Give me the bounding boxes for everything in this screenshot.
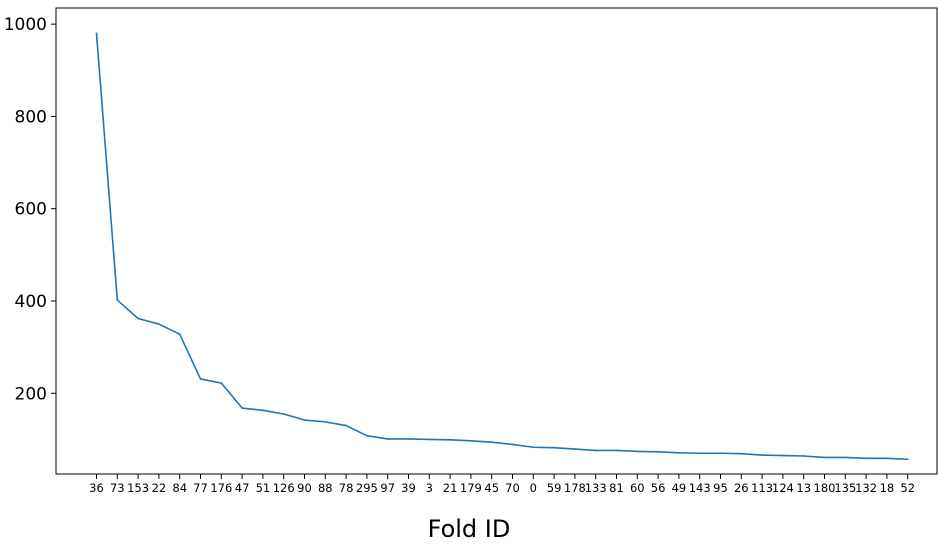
data-point [657, 450, 659, 453]
data-point [698, 452, 701, 455]
x-tick-label: 77 [193, 481, 208, 495]
x-tick-label: 143 [689, 481, 711, 495]
y-tick-label: 200 [15, 384, 47, 404]
data-point [719, 452, 722, 455]
x-tick-label: 18 [880, 481, 895, 495]
x-tick-label: 70 [505, 481, 520, 495]
data-point [490, 441, 493, 444]
x-tick-label: 52 [900, 481, 915, 495]
data-point [678, 451, 680, 454]
x-tick-label: 78 [339, 481, 354, 495]
data-point [282, 413, 285, 415]
x-tick-label: 153 [127, 481, 149, 495]
data-point [199, 378, 202, 380]
y-tick-label: 800 [15, 107, 47, 127]
x-tick-label: 39 [401, 481, 416, 495]
data-point [137, 317, 140, 320]
series-line [95, 33, 908, 461]
data-point [116, 299, 119, 301]
data-point [241, 407, 244, 409]
x-tick-label: 124 [772, 481, 794, 495]
data-point [428, 438, 431, 441]
x-tick-label: 21 [443, 481, 458, 495]
data-point [386, 438, 389, 440]
x-tick-label: 0 [530, 481, 537, 495]
data-point [615, 449, 618, 452]
x-axis-label: Fold ID [427, 515, 511, 543]
x-tick-label: 178 [564, 481, 586, 495]
x-tick-label: 84 [172, 481, 187, 495]
x-tick-label: 56 [651, 481, 666, 495]
x-tick-label: 132 [855, 481, 877, 495]
data-point [220, 382, 223, 385]
x-tick-label: 26 [734, 481, 749, 495]
x-tick-label: 36 [89, 481, 104, 495]
data-point [865, 457, 867, 460]
data-point [782, 454, 784, 457]
data-point [470, 439, 472, 442]
data-point [158, 323, 160, 325]
data-point [636, 450, 639, 453]
axes-frame [55, 7, 938, 475]
x-tick-label: 113 [751, 481, 773, 495]
x-tick-label: 51 [256, 481, 271, 495]
x-tick-label: 176 [210, 481, 232, 495]
data-point [345, 424, 347, 427]
x-tick-label: 88 [318, 481, 333, 495]
data-point [553, 446, 555, 449]
data-point [844, 456, 847, 459]
x-tick-label: 133 [585, 481, 607, 495]
data-point [407, 438, 410, 440]
y-tick-label: 600 [15, 200, 47, 220]
x-tick-label: 90 [297, 481, 312, 495]
x-tick-label: 45 [484, 481, 499, 495]
x-tick-label: 73 [110, 481, 125, 495]
data-point [324, 420, 327, 423]
data-point [178, 333, 181, 336]
data-point [511, 443, 514, 446]
data-point [262, 409, 264, 412]
x-tick-label: 295 [356, 481, 378, 495]
y-tick-label: 400 [15, 292, 47, 312]
data-point [594, 449, 597, 452]
x-tick-label: 47 [235, 481, 250, 495]
x-tick-label: 22 [152, 481, 167, 495]
x-tick-label: 180 [814, 481, 836, 495]
data-point [95, 32, 98, 35]
data-point [802, 455, 805, 457]
data-point [740, 452, 743, 455]
x-tick-label: 179 [460, 481, 482, 495]
x-tick-label: 60 [630, 481, 645, 495]
x-tick-label: 126 [273, 481, 295, 495]
data-point [574, 448, 576, 450]
x-tick-label: 49 [672, 481, 687, 495]
y-tick-label: 1000 [4, 15, 47, 35]
data-point [303, 419, 306, 421]
data-point [761, 454, 763, 456]
x-tick-label: 135 [834, 481, 856, 495]
data-point [366, 434, 368, 437]
x-tick-label: 95 [713, 481, 728, 495]
x-tick-label: 13 [796, 481, 811, 495]
x-tick-label: 81 [609, 481, 624, 495]
x-tick-label: 3 [426, 481, 433, 495]
data-point [532, 446, 535, 449]
data-point [449, 438, 451, 441]
data-point [886, 457, 888, 460]
data-point [823, 456, 826, 459]
x-tick-label: 97 [380, 481, 395, 495]
x-tick-label: 59 [547, 481, 562, 495]
data-point [906, 458, 909, 461]
